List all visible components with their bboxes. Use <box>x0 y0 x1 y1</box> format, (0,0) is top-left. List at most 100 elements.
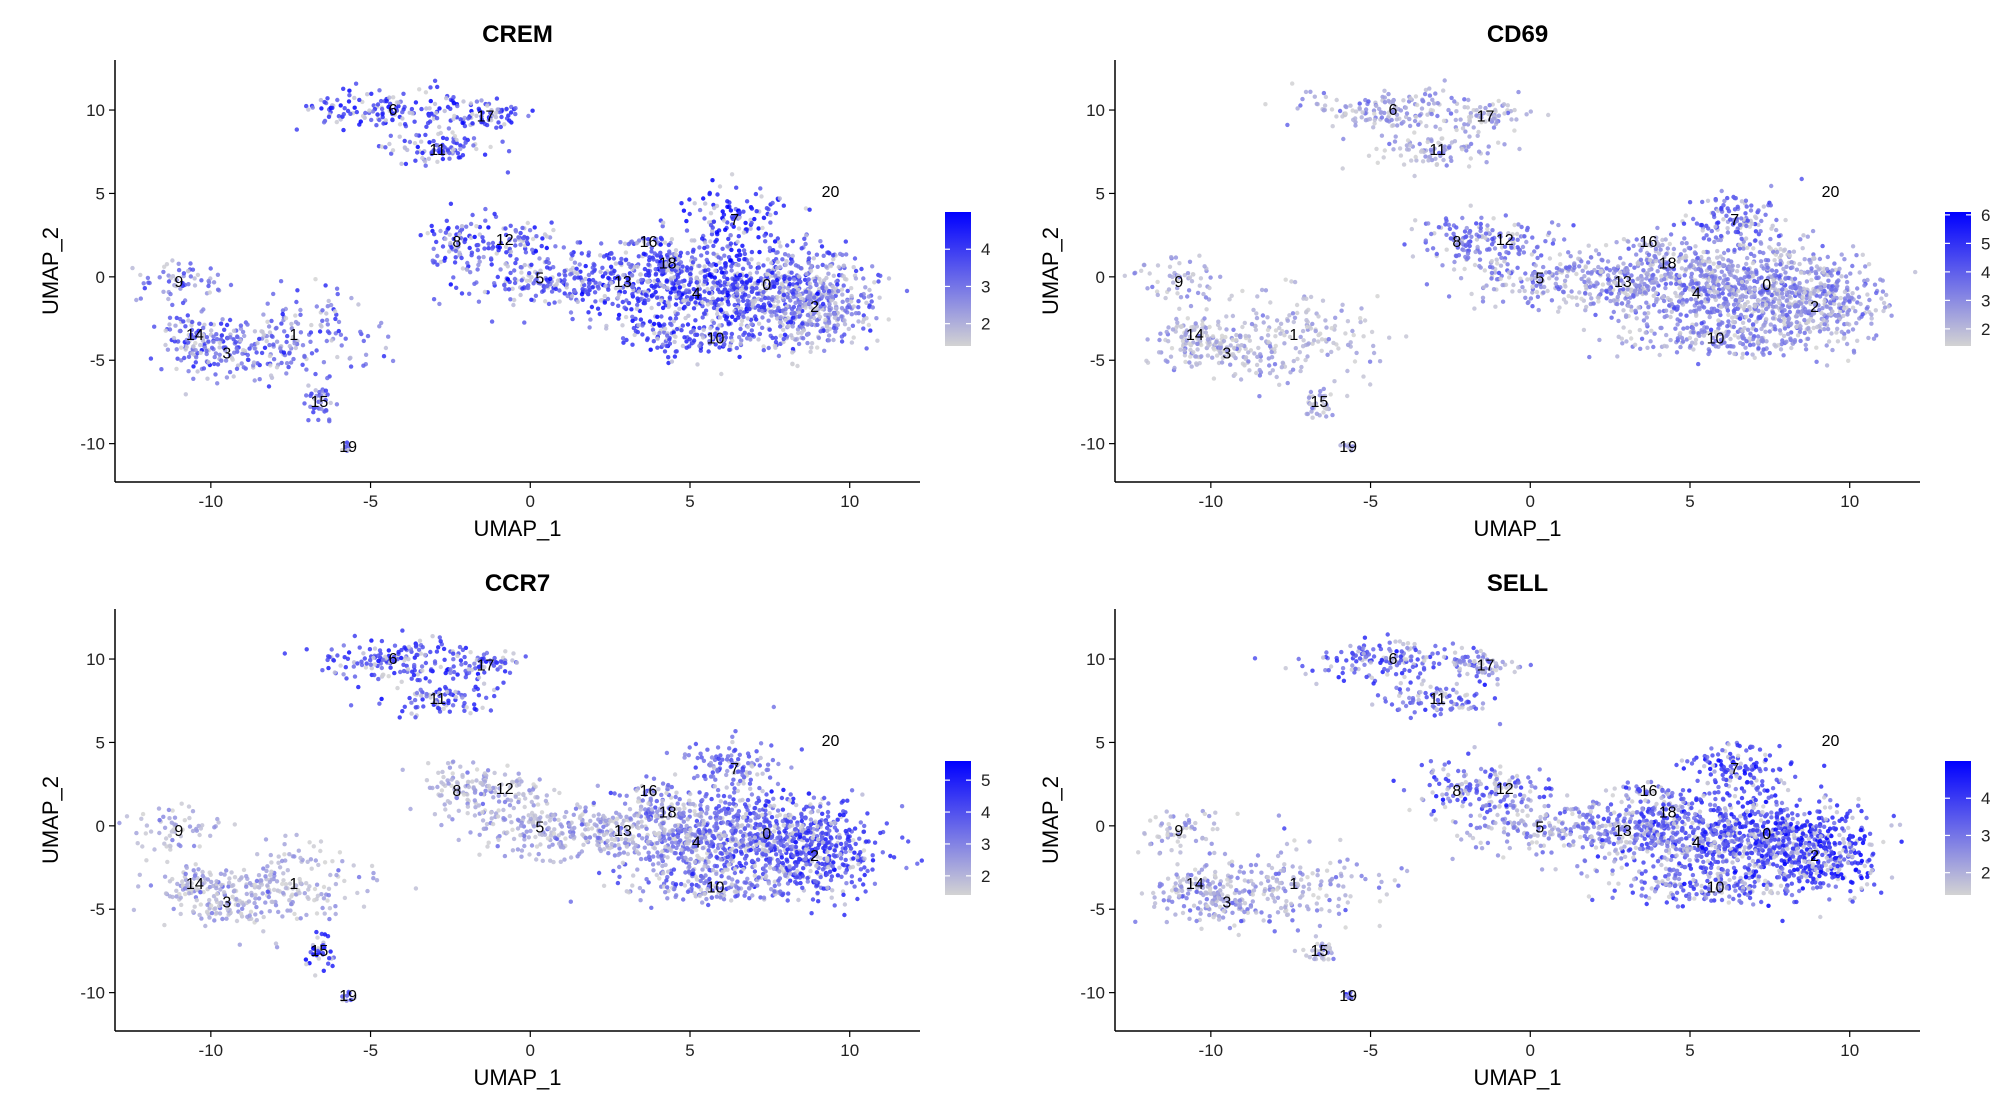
cell-point <box>1747 336 1752 341</box>
cell-point <box>570 316 575 322</box>
cell-point <box>720 209 725 214</box>
cell-point <box>617 260 623 266</box>
cell-point <box>693 300 698 305</box>
cell-point <box>768 233 774 238</box>
y-axis-label: UMAP_2 <box>38 227 63 315</box>
cell-point <box>702 216 707 221</box>
cell-point <box>1303 89 1309 95</box>
cell-point <box>397 122 403 127</box>
cell-point <box>1705 198 1711 203</box>
cell-point <box>1706 351 1711 357</box>
cell-point <box>1210 355 1215 360</box>
cell-point <box>658 250 663 255</box>
cell-point <box>527 228 533 233</box>
cell-point <box>656 301 661 307</box>
cell-point <box>317 329 323 334</box>
cell-point <box>635 302 640 308</box>
cell-point <box>611 256 617 261</box>
cell-point <box>1773 344 1778 349</box>
cell-point <box>1704 233 1709 238</box>
cell-point <box>1229 293 1234 298</box>
cell-point <box>1467 134 1472 139</box>
cell-point <box>300 343 306 348</box>
cell-point <box>739 294 745 300</box>
cell-point <box>1227 297 1232 302</box>
cell-point <box>1539 253 1544 258</box>
cell-point <box>732 213 738 219</box>
cell-point <box>692 201 697 206</box>
cell-point <box>1414 158 1419 163</box>
cell-point <box>1178 347 1183 352</box>
cell-point <box>739 280 745 285</box>
cell-point <box>1425 247 1430 253</box>
cell-point <box>231 328 237 333</box>
cell-point <box>231 374 236 379</box>
cell-point <box>1760 288 1765 293</box>
cell-point <box>781 327 786 332</box>
cell-point <box>783 262 788 268</box>
cell-point <box>824 324 830 329</box>
cell-point <box>265 319 270 324</box>
cell-point <box>1765 265 1770 270</box>
cell-point <box>1463 129 1468 134</box>
cell-point <box>1611 309 1616 315</box>
cell-point <box>1382 148 1387 153</box>
cell-point <box>1334 114 1339 119</box>
cell-point <box>688 271 693 277</box>
cell-point <box>629 272 635 278</box>
cell-point <box>189 332 194 337</box>
cell-point <box>1554 276 1559 281</box>
cell-point <box>1741 246 1746 251</box>
cell-point <box>719 270 725 275</box>
cell-point <box>527 271 532 276</box>
cell-point <box>624 284 630 289</box>
cell-point <box>749 206 755 211</box>
cell-point <box>1712 294 1717 299</box>
cell-point <box>836 264 841 270</box>
cell-point <box>1429 111 1434 117</box>
cell-point <box>322 99 327 105</box>
cell-point <box>1758 240 1763 245</box>
cell-point <box>1732 333 1737 338</box>
cell-point <box>1479 215 1484 220</box>
cell-point <box>304 393 309 398</box>
cell-point <box>606 256 612 261</box>
cell-point <box>1729 259 1734 264</box>
cell-point <box>186 282 191 287</box>
cell-point <box>1197 283 1202 288</box>
cell-point <box>467 291 472 296</box>
cell-point <box>477 224 483 230</box>
cell-point <box>1626 246 1631 251</box>
cell-point <box>843 239 848 244</box>
cell-point <box>506 149 512 154</box>
cell-point <box>1764 316 1769 322</box>
cell-point <box>190 351 195 356</box>
cell-point <box>1277 325 1282 331</box>
cell-point <box>564 282 570 287</box>
cell-point <box>227 317 233 323</box>
cell-point <box>335 291 340 297</box>
cell-point <box>1706 237 1712 242</box>
cell-point <box>568 310 574 315</box>
cell-point <box>757 249 762 255</box>
cell-point <box>285 333 290 339</box>
cell-point <box>1240 361 1246 366</box>
cell-point <box>687 337 692 342</box>
cell-point <box>1345 368 1350 374</box>
cell-point <box>458 117 463 122</box>
cell-point <box>323 408 329 413</box>
cell-point <box>471 143 476 148</box>
cell-point <box>702 274 708 279</box>
cell-point <box>1256 345 1261 351</box>
cell-point <box>749 249 755 255</box>
cell-point <box>713 268 718 273</box>
cell-point <box>532 225 537 230</box>
cell-point <box>1822 288 1827 294</box>
cell-point <box>1308 294 1314 300</box>
cluster-label: 8 <box>452 234 461 251</box>
cell-point <box>877 295 882 300</box>
cell-point <box>313 396 318 401</box>
cell-point <box>1529 276 1534 281</box>
cell-point <box>568 272 573 277</box>
cell-point <box>1744 351 1750 356</box>
